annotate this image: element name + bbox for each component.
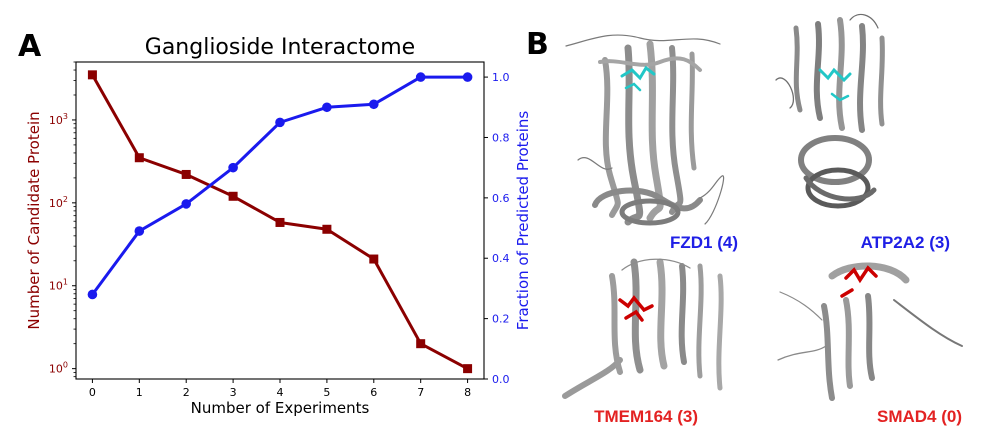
structure-fzd1 [565, 34, 725, 226]
candidates-point [228, 191, 238, 201]
left-tick-label: 101 [49, 278, 68, 293]
candidates-point [322, 224, 332, 234]
right-tick-label: 0.0 [492, 373, 510, 386]
fraction-point [134, 226, 145, 236]
right-tick-label: 0.6 [492, 192, 510, 205]
left-tick-label: 100 [49, 361, 68, 376]
panel-a-letter: A [18, 29, 42, 64]
fraction-point [87, 289, 98, 300]
x-tick-label: 6 [370, 386, 377, 399]
candidates-point [181, 169, 191, 179]
right-tick-label: 0.2 [492, 313, 510, 326]
x-axis-ticks: 0 1 2 3 4 5 6 7 8 [89, 379, 471, 399]
right-axis-ticks: 0.0 0.2 0.4 0.6 0.8 1.0 [484, 71, 510, 386]
left-axis-ticks: 100 101 102 103 [49, 61, 76, 378]
fraction-point [462, 72, 473, 82]
x-tick-label: 1 [136, 386, 143, 399]
left-axis-label: Number of Candidate Protein [25, 111, 43, 329]
label-tmem164: TMEM164 (3) [594, 407, 698, 426]
label-atp2a2: ATP2A2 (3) [861, 233, 950, 252]
right-tick-label: 0.8 [492, 131, 510, 144]
x-tick-label: 3 [230, 386, 237, 399]
fraction-point [228, 162, 238, 173]
fraction-line [91, 75, 468, 296]
label-fzd1: FZD1 (4) [670, 233, 738, 252]
fraction-point [415, 72, 426, 82]
candidates-point [87, 70, 97, 80]
x-tick-label: 0 [89, 386, 96, 399]
x-tick-label: 8 [464, 386, 471, 399]
candidates-point [463, 364, 473, 374]
structure-smad4 [777, 262, 963, 401]
candidates-point [416, 339, 426, 349]
right-tick-label: 1.0 [492, 71, 510, 84]
fraction-point [368, 99, 379, 110]
candidates-point [134, 153, 144, 163]
label-smad4: SMAD4 (0) [877, 407, 962, 426]
right-tick-label: 0.4 [492, 252, 510, 265]
candidates-point [275, 217, 285, 227]
x-tick-label: 2 [183, 386, 190, 399]
structure-atp2a2 [775, 13, 885, 209]
structure-tmem164 [562, 258, 724, 399]
x-tick-label: 4 [277, 386, 284, 399]
chart-title: Ganglioside Interactome [145, 35, 415, 60]
candidates-point [369, 254, 379, 264]
left-tick-label: 103 [49, 112, 68, 127]
right-axis-label: Fraction of Predicted Proteins [514, 111, 532, 331]
fraction-point [275, 117, 285, 128]
x-axis-label: Number of Experiments [191, 399, 370, 417]
x-tick-label: 7 [417, 386, 424, 399]
fraction-point [322, 102, 332, 113]
left-tick-label: 102 [49, 195, 68, 210]
fraction-point [181, 199, 192, 209]
series-layer [87, 70, 473, 374]
x-tick-label: 5 [323, 386, 330, 399]
panel-b-letter: B [526, 27, 549, 62]
